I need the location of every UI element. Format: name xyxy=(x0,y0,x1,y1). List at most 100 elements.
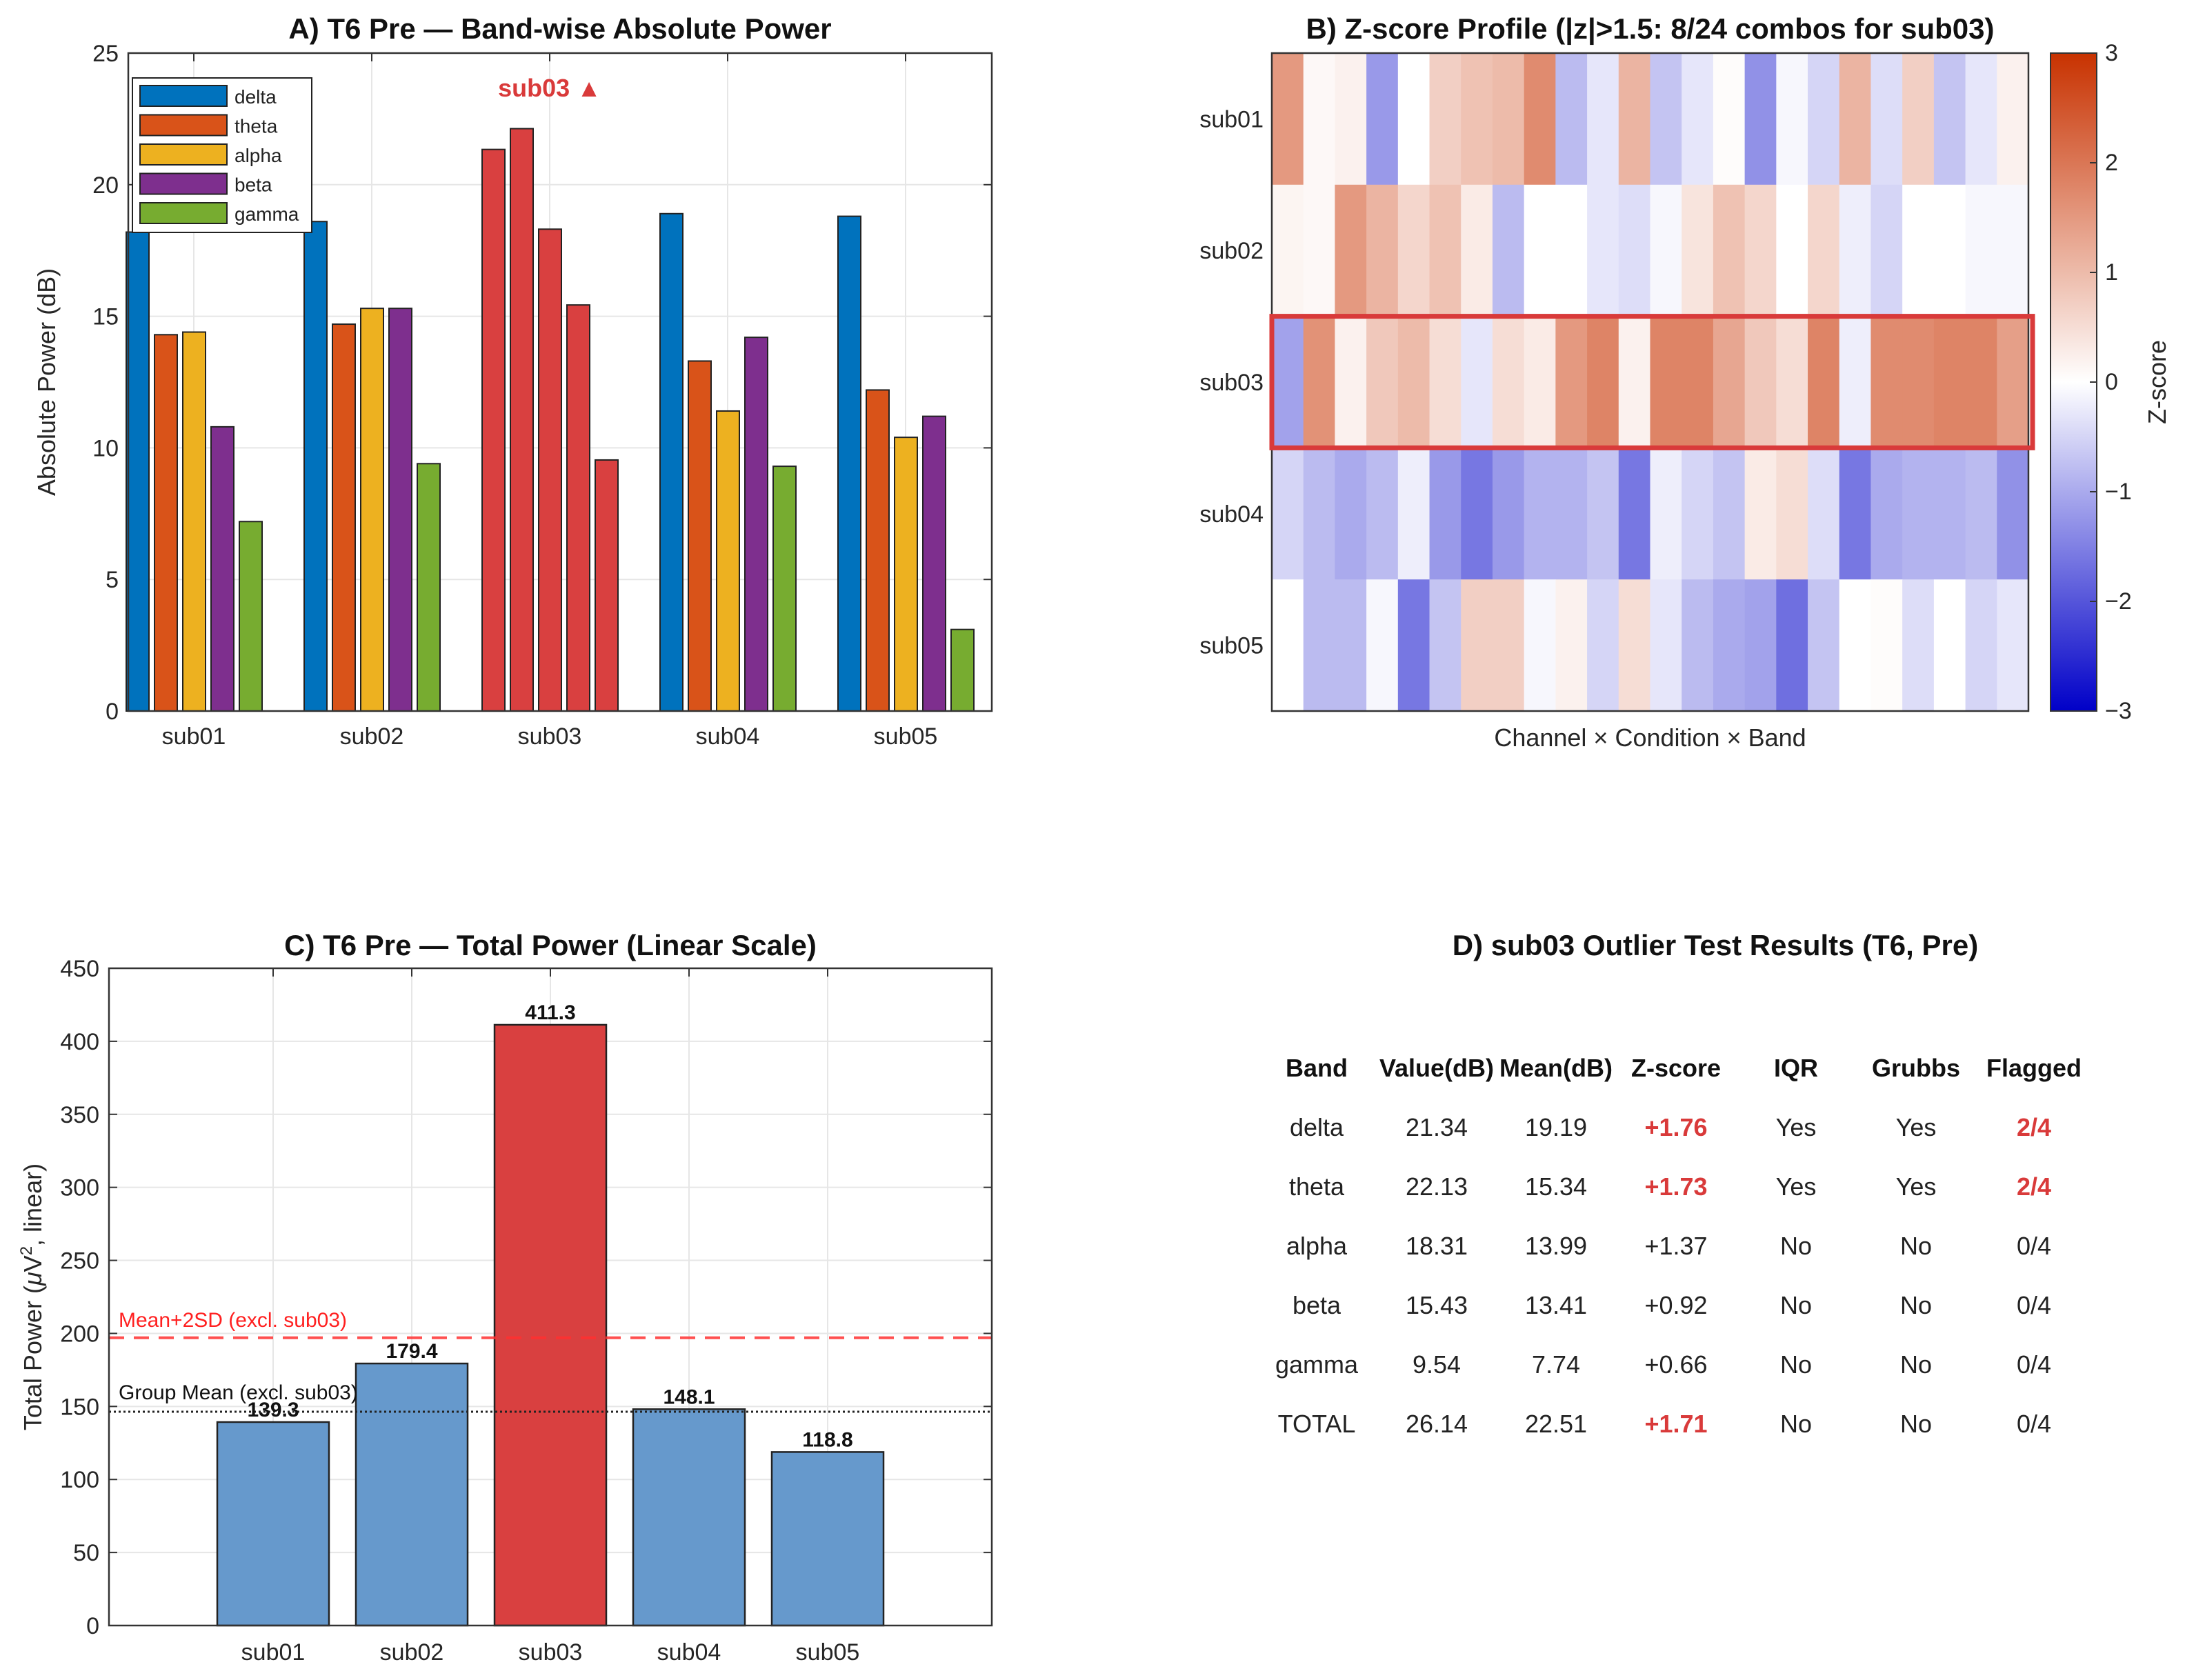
heatmap-cell xyxy=(1555,316,1588,448)
heatmap-cell xyxy=(1870,53,1903,186)
c-xtick-label: sub05 xyxy=(796,1639,860,1666)
heatmap-cell xyxy=(1555,184,1588,317)
heatmap-cell xyxy=(1555,579,1588,712)
heatmap-cell xyxy=(1272,53,1304,186)
table-cell: 21.34 xyxy=(1406,1113,1468,1141)
colorbar-tick-label: −3 xyxy=(2105,698,2132,724)
heatmap-cell xyxy=(1682,184,1714,317)
table-cell: 19.19 xyxy=(1525,1113,1587,1141)
a-xtick-label: sub01 xyxy=(162,723,226,750)
highlight-row-box xyxy=(1269,314,2035,450)
heatmap-cell xyxy=(1808,53,1840,186)
table-header-grubbs: Grubbs xyxy=(1872,1054,1960,1082)
table-row: delta 21.34 19.19 +1.76 Yes Yes 2/4 xyxy=(1290,1113,2051,1141)
heatmap-cell xyxy=(1429,316,1461,448)
table-row: TOTAL 26.14 22.51 +1.71 No No 0/4 xyxy=(1278,1410,2051,1438)
bar-gamma-sub04 xyxy=(772,466,797,712)
heatmap-cell xyxy=(1618,184,1650,317)
heatmap-cell xyxy=(1335,184,1367,317)
heatmap-cell xyxy=(1933,184,1966,317)
c-ytick-label: 0 xyxy=(86,1613,99,1639)
c-xtick-label: sub03 xyxy=(519,1639,583,1666)
heatmap-cell xyxy=(1776,448,1808,580)
table-cell: 18.31 xyxy=(1406,1232,1468,1260)
table-cell: +1.37 xyxy=(1644,1232,1707,1260)
ylabel-part: Total Power ( xyxy=(19,1286,47,1430)
table-cell: +0.66 xyxy=(1644,1350,1707,1379)
heatmap-cell xyxy=(1587,579,1619,712)
heatmap-cell xyxy=(1618,316,1650,448)
bar-beta-sub01 xyxy=(210,426,235,712)
table-cell: beta xyxy=(1293,1291,1341,1319)
heatmap-cell xyxy=(1839,53,1871,186)
heatmap-cell xyxy=(1303,579,1335,712)
table-header-band: Band xyxy=(1286,1054,1348,1082)
colorbar-tick-label: 0 xyxy=(2105,369,2118,395)
heatmap-cell xyxy=(1650,316,1682,448)
heatmap-cell xyxy=(1870,184,1903,317)
heatmap-cell xyxy=(1965,53,1997,186)
a-ytick-label: 5 xyxy=(106,567,119,593)
heatmap-cell xyxy=(1997,53,2029,186)
heatmap-cell xyxy=(1492,579,1525,712)
legend-swatch-gamma xyxy=(139,202,228,224)
a-ytick-label: 15 xyxy=(92,304,119,330)
legend-label-theta: theta xyxy=(235,116,278,137)
c-ytick-label: 150 xyxy=(60,1394,99,1420)
heatmap-cell xyxy=(1933,448,1966,580)
legend-swatch-delta xyxy=(139,85,228,107)
heatmap-cell xyxy=(1524,579,1556,712)
c-ytick-label: 450 xyxy=(60,956,99,982)
table-cell: 15.43 xyxy=(1406,1291,1468,1319)
heatmap-cell xyxy=(1965,448,1997,580)
bar-value-label: 118.8 xyxy=(802,1428,852,1451)
legend-label-delta: delta xyxy=(235,86,277,108)
table-cell: No xyxy=(1780,1291,1812,1319)
bar-gamma-sub02 xyxy=(417,463,441,712)
bar-theta-sub02 xyxy=(332,323,356,712)
heatmap-cell xyxy=(1744,184,1777,317)
table-header-mean(db): Mean(dB) xyxy=(1499,1054,1613,1082)
total-power-bar-sub05 xyxy=(770,1451,885,1627)
heatmap-cell xyxy=(1303,184,1335,317)
bar-beta-sub05 xyxy=(922,415,946,712)
table-cell: No xyxy=(1900,1232,1932,1260)
ylabel-part: , linear) xyxy=(19,1163,47,1246)
bar-beta-sub04 xyxy=(744,337,768,712)
heatmap-cell xyxy=(1839,448,1871,580)
heatmap-cell xyxy=(1272,448,1304,580)
heatmap-cell xyxy=(1713,53,1746,186)
heatmap-cell xyxy=(1366,579,1399,712)
heatmap-cell xyxy=(1618,579,1650,712)
bar-delta-sub05 xyxy=(837,215,861,712)
c-axes-box xyxy=(108,967,993,1627)
heatmap-cell xyxy=(1335,53,1367,186)
heatmap-cell xyxy=(1744,579,1777,712)
heatmap-cell xyxy=(1492,448,1525,580)
heatmap-cell xyxy=(1744,53,1777,186)
heatmap-cell xyxy=(1682,316,1714,448)
table-cell: 0/4 xyxy=(2017,1350,2051,1379)
c-ytick-label: 50 xyxy=(73,1540,99,1566)
heatmap-cell xyxy=(1303,448,1335,580)
a-xtick-label: sub05 xyxy=(874,723,938,750)
heatmap-cell xyxy=(1997,448,2029,580)
b-row-label: sub03 xyxy=(1199,370,1264,396)
heatmap-cell xyxy=(1808,316,1840,448)
bar-delta-sub03 xyxy=(481,148,506,712)
bar-alpha-sub05 xyxy=(894,437,918,712)
table-cell: 2/4 xyxy=(2017,1172,2051,1201)
bar-alpha-sub03 xyxy=(538,228,562,712)
heatmap-cell xyxy=(1366,53,1399,186)
bar-theta-sub04 xyxy=(688,360,712,712)
heatmap-cell xyxy=(1808,579,1840,712)
legend-label-beta: beta xyxy=(235,174,272,196)
heatmap-cell xyxy=(1713,316,1746,448)
table-cell: No xyxy=(1780,1232,1812,1260)
heatmap-cell xyxy=(1524,184,1556,317)
group-mean-label: Group Mean (excl. sub03) xyxy=(119,1381,358,1404)
colorbar-tick-label: 3 xyxy=(2105,40,2118,66)
colorbar-tick-label: −1 xyxy=(2105,479,2132,505)
heatmap-cell xyxy=(1650,448,1682,580)
table-cell: delta xyxy=(1290,1113,1344,1141)
